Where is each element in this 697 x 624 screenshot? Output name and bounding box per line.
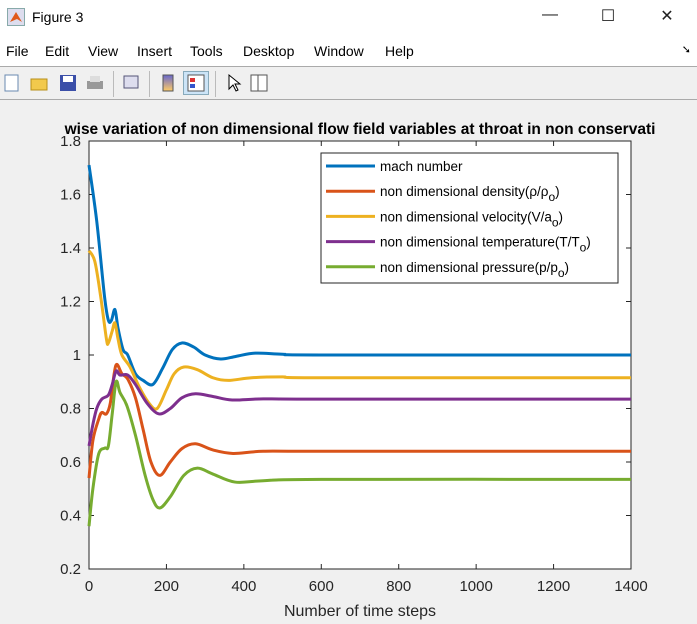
y-tick-label: 0.6: [60, 454, 81, 471]
legend-label: non dimensional temperature(T/T: [380, 235, 580, 250]
y-tick-label: 1.6: [60, 187, 81, 204]
separator: [215, 71, 216, 97]
menu-desktop[interactable]: Desktop: [243, 43, 295, 59]
title-bar: Figure 3 — ☐ ✕: [0, 0, 697, 35]
x-tick-label: 200: [154, 578, 179, 595]
legend-box: [320, 152, 619, 284]
x-tick-label: 1200: [537, 578, 570, 595]
maximize-icon[interactable]: ☐: [600, 8, 616, 25]
x-tick-label: 0: [85, 578, 93, 595]
new-figure-icon[interactable]: [2, 73, 22, 93]
x-tick-label: 1000: [459, 578, 492, 595]
legend-icon[interactable]: [183, 71, 209, 95]
pointer-icon[interactable]: [224, 73, 244, 93]
x-tick-label: 800: [386, 578, 411, 595]
axis-ticks: 0 200 400 600 800 1000 1200 1400 0.2 0.4 0.6 0.8 1 1.…: [60, 133, 648, 595]
y-tick-label: 1.2: [60, 294, 81, 311]
link-plot-icon[interactable]: [121, 73, 141, 93]
property-inspector-icon[interactable]: [249, 73, 269, 93]
series-line-4: [87, 379, 632, 527]
chart-title: wise variation of non dimensional flow f…: [64, 121, 656, 138]
legend-entry: mach number: [380, 159, 463, 174]
menu-window[interactable]: Window: [314, 43, 364, 59]
dock-icon[interactable]: ➘: [681, 44, 691, 56]
y-tick-label: 0.2: [60, 561, 81, 578]
figure-canvas: wise variation of non dimensional flow f…: [60, 121, 656, 620]
menu-bar: File Edit View Insert Tools Desktop Wind…: [0, 35, 697, 67]
x-tick-label: 400: [231, 578, 256, 595]
window-title: Figure 3: [32, 9, 84, 25]
legend-label-end: ): [559, 209, 564, 224]
legend-label-end: ): [565, 260, 570, 275]
save-icon[interactable]: [58, 73, 78, 93]
y-tick-label: 1.8: [60, 133, 81, 150]
series-line-0: [87, 164, 632, 387]
series-line-1: [87, 362, 631, 479]
legend-subscript: o: [580, 241, 587, 255]
legend-label: non dimensional velocity(V/a: [380, 209, 552, 224]
y-tick-label: 1: [73, 347, 81, 364]
matlab-icon: [7, 8, 25, 26]
series-line-2: [87, 249, 632, 411]
y-tick-label: 0.8: [60, 401, 81, 418]
series-line-3: [87, 369, 632, 447]
print-icon[interactable]: [85, 73, 105, 93]
menu-view[interactable]: View: [88, 43, 119, 59]
open-icon[interactable]: [29, 73, 49, 93]
y-tick-label: 0.4: [60, 508, 81, 525]
separator: [149, 71, 150, 97]
menu-insert[interactable]: Insert: [137, 43, 173, 59]
legend-label: non dimensional density(ρ/ρ: [380, 184, 549, 199]
plot-lines: [87, 164, 632, 527]
legend-subscript: o: [552, 215, 559, 229]
colorbar-icon[interactable]: [158, 73, 178, 93]
x-axis-label: Number of time steps: [284, 603, 436, 620]
legend-entry: non dimensional pressure(p/po): [380, 260, 569, 280]
legend-label: mach number: [380, 159, 463, 174]
x-tick-label: 600: [309, 578, 334, 595]
legend-entry: non dimensional density(ρ/ρo): [380, 184, 560, 204]
legend-entry: non dimensional velocity(V/ao): [380, 209, 563, 229]
menu-edit[interactable]: Edit: [45, 43, 70, 59]
legend-subscript: o: [558, 266, 565, 280]
separator: [113, 71, 114, 97]
y-tick-label: 1.4: [60, 240, 81, 257]
legend-entry: non dimensional temperature(T/To): [380, 235, 591, 255]
legend-subscript: o: [548, 190, 555, 204]
legend-label: non dimensional pressure(p/p: [380, 260, 558, 275]
minimize-icon[interactable]: —: [542, 6, 558, 23]
legend-label-end: ): [555, 184, 560, 199]
menu-tools[interactable]: Tools: [190, 43, 223, 59]
menu-help[interactable]: Help: [385, 43, 414, 59]
toolbar: [0, 67, 697, 100]
close-icon[interactable]: ✕: [660, 8, 674, 25]
menu-file[interactable]: File: [6, 43, 29, 59]
x-tick-label: 1400: [614, 578, 647, 595]
legend-label-end: ): [586, 235, 591, 250]
